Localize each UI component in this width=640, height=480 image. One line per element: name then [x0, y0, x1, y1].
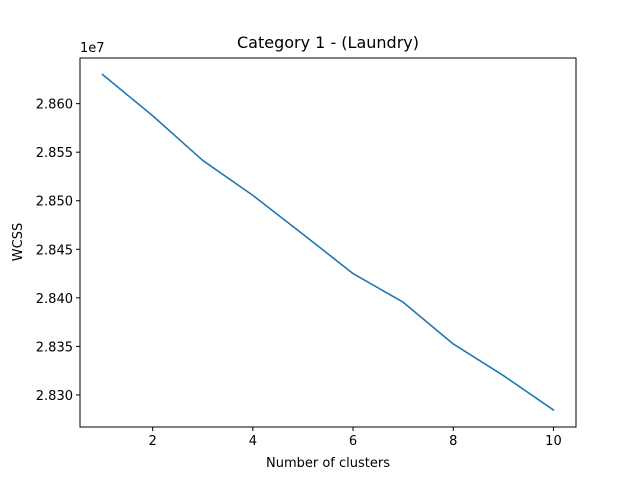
x-tick-label: 10	[545, 434, 562, 449]
chart-title: Category 1 - (Laundry)	[237, 33, 419, 52]
y-tick-label: 2.840	[36, 292, 73, 307]
y-tick-label: 2.830	[36, 389, 73, 404]
y-tick-label: 2.860	[36, 98, 73, 113]
x-axis-label: Number of clusters	[266, 456, 390, 471]
y-tick-label: 2.855	[36, 146, 73, 161]
y-tick-label: 2.845	[36, 243, 73, 258]
x-tick-label: 2	[149, 434, 157, 449]
x-tick-label: 8	[449, 434, 457, 449]
x-tick-label: 6	[349, 434, 357, 449]
x-tick-label: 4	[249, 434, 257, 449]
y-tick-label: 2.835	[36, 340, 73, 355]
y-axis-label: WCSS	[11, 223, 26, 261]
axes-frame	[79, 57, 577, 428]
series-line	[101, 73, 555, 412]
plot-area: 2 4 6 8 10 2.830 2.835 2.840 2.845 2.850 2.855 2.86…	[36, 73, 562, 449]
y-offset-label: 1e7	[80, 41, 105, 56]
y-tick-label: 2.850	[36, 195, 73, 210]
